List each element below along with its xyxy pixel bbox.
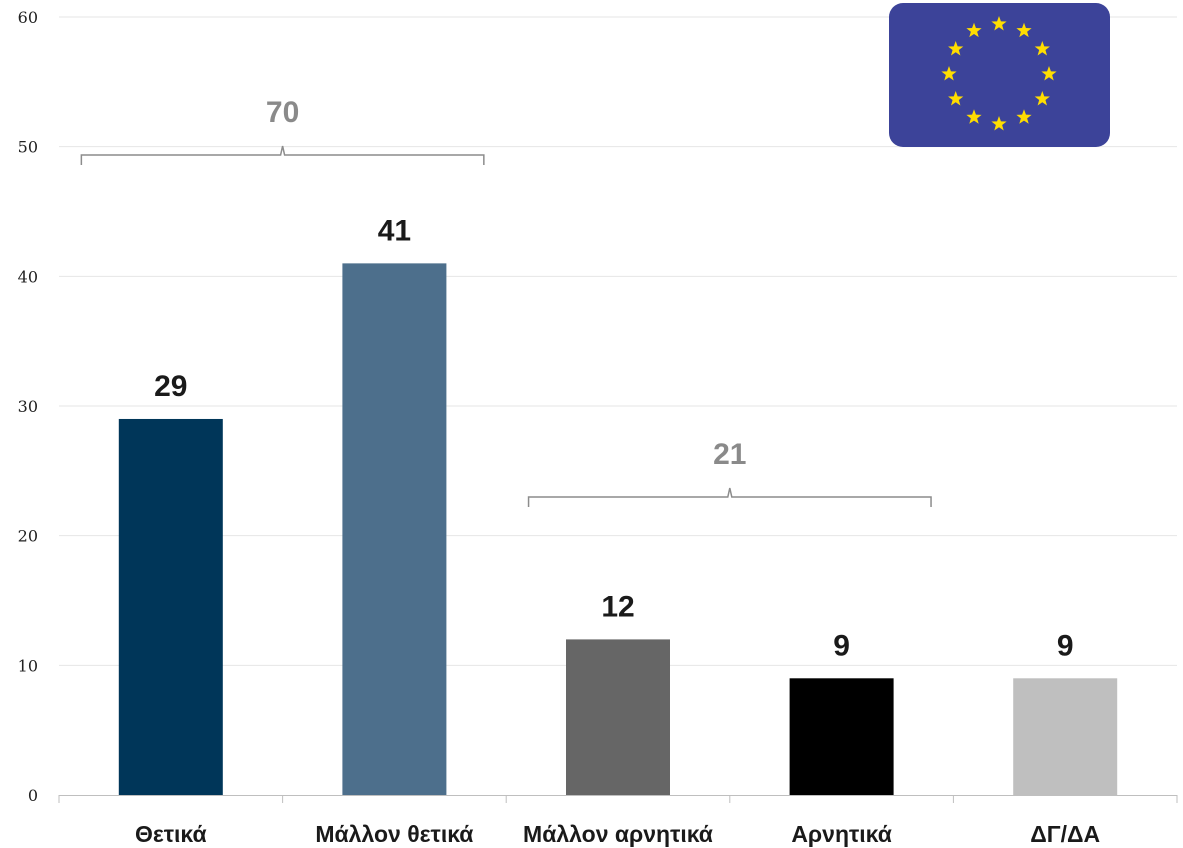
x-tick-label: Μάλλον αρνητικά — [523, 821, 713, 847]
bar — [118, 418, 223, 795]
gridlines — [59, 16, 1177, 666]
flag-background — [889, 3, 1110, 147]
group-total-label: 21 — [713, 438, 746, 471]
group-bracket — [527, 487, 932, 507]
group-bracket — [80, 145, 485, 165]
data-labels: 29 41 12 9 9 — [154, 214, 1073, 662]
star-icon — [1016, 22, 1032, 38]
y-tick-label: 20 — [18, 527, 38, 546]
data-label: 9 — [833, 629, 850, 662]
star-icon — [941, 66, 957, 81]
x-tick-label: ΔΓ/ΔΑ — [1030, 821, 1100, 847]
star-icon — [1034, 41, 1050, 56]
y-tick-label: 0 — [28, 786, 38, 805]
data-label: 12 — [601, 590, 634, 623]
y-tick-label: 40 — [18, 267, 38, 286]
star-icon — [991, 116, 1007, 131]
x-axis: Θετικά Μάλλον θετικά Μάλλον αρνητικά Αρνητι… — [58, 795, 1178, 847]
data-label: 29 — [154, 370, 187, 403]
star-icon — [966, 22, 982, 38]
y-axis-ticks: 0 10 20 30 40 50 60 — [18, 8, 38, 805]
star-icon — [948, 41, 964, 56]
eu-flag-icon — [889, 3, 1110, 147]
group-brackets: 70 21 — [80, 96, 932, 507]
star-icon — [1034, 91, 1050, 106]
star-icon — [1041, 66, 1057, 81]
star-icon — [948, 91, 964, 106]
group-total-label: 70 — [266, 96, 299, 129]
star-icon — [1016, 109, 1032, 124]
x-tick-label: Θετικά — [135, 821, 207, 847]
data-label: 9 — [1057, 629, 1074, 662]
bars — [118, 263, 1118, 795]
star-icon — [991, 16, 1007, 31]
y-tick-label: 30 — [18, 397, 38, 416]
y-tick-label: 50 — [18, 138, 38, 157]
data-label: 41 — [378, 214, 411, 247]
star-icon — [966, 109, 982, 124]
y-tick-label: 60 — [18, 8, 38, 27]
x-tick-label: Μάλλον θετικά — [315, 821, 473, 847]
bar — [1013, 678, 1118, 795]
bar — [789, 678, 894, 795]
y-tick-label: 10 — [18, 656, 38, 675]
bar — [342, 263, 447, 795]
bar — [566, 639, 670, 795]
x-tick-label: Αρνητικά — [791, 821, 892, 847]
